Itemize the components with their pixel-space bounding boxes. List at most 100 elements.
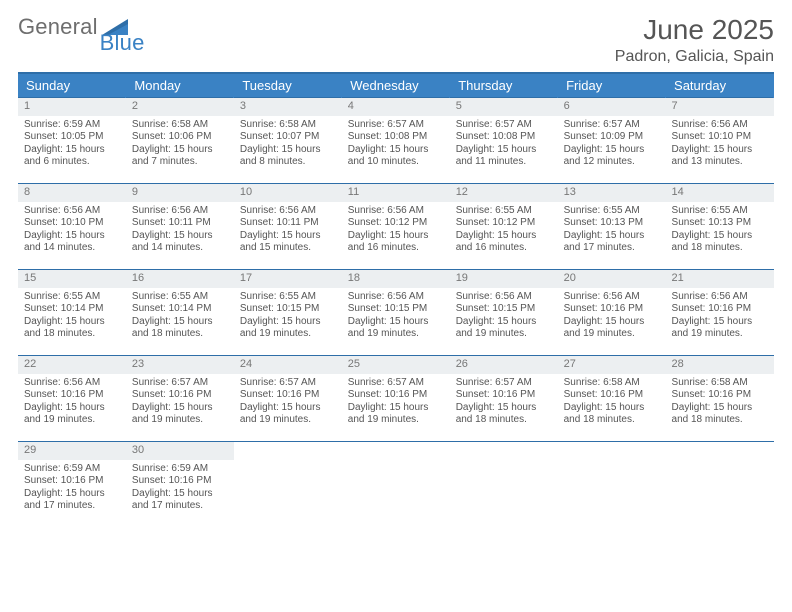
day-cell: 7Sunrise: 6:56 AMSunset: 10:10 PMDayligh… bbox=[666, 98, 774, 184]
daylight-line: Daylight: 15 hours and 18 minutes. bbox=[24, 316, 120, 341]
day-cell: 21Sunrise: 6:56 AMSunset: 10:16 PMDaylig… bbox=[666, 270, 774, 356]
day-number: 16 bbox=[126, 270, 234, 288]
day-cell: 26Sunrise: 6:57 AMSunset: 10:16 PMDaylig… bbox=[450, 356, 558, 442]
day-number: 10 bbox=[234, 184, 342, 202]
sunset-line: Sunset: 10:15 PM bbox=[348, 303, 444, 316]
calendar-table: SundayMondayTuesdayWednesdayThursdayFrid… bbox=[18, 72, 774, 522]
day-cell: 1Sunrise: 6:59 AMSunset: 10:05 PMDayligh… bbox=[18, 98, 126, 184]
dayname-tuesday: Tuesday bbox=[234, 73, 342, 98]
sunset-line: Sunset: 10:14 PM bbox=[24, 303, 120, 316]
header-row: General Blue June 2025 Padron, Galicia, … bbox=[18, 14, 774, 66]
sunrise-line: Sunrise: 6:56 AM bbox=[564, 291, 660, 304]
sunset-line: Sunset: 10:13 PM bbox=[672, 217, 768, 230]
day-cell: 11Sunrise: 6:56 AMSunset: 10:12 PMDaylig… bbox=[342, 184, 450, 270]
sunrise-line: Sunrise: 6:57 AM bbox=[240, 377, 336, 390]
sunrise-line: Sunrise: 6:56 AM bbox=[348, 205, 444, 218]
day-number: 28 bbox=[666, 356, 774, 374]
sunset-line: Sunset: 10:16 PM bbox=[564, 389, 660, 402]
sunrise-line: Sunrise: 6:56 AM bbox=[672, 291, 768, 304]
calendar-page: General Blue June 2025 Padron, Galicia, … bbox=[0, 0, 792, 612]
day-number: 24 bbox=[234, 356, 342, 374]
sunset-line: Sunset: 10:16 PM bbox=[24, 389, 120, 402]
day-cell: 12Sunrise: 6:55 AMSunset: 10:12 PMDaylig… bbox=[450, 184, 558, 270]
week-row: 29Sunrise: 6:59 AMSunset: 10:16 PMDaylig… bbox=[18, 442, 774, 522]
page-title: June 2025 bbox=[615, 14, 774, 46]
sunset-line: Sunset: 10:16 PM bbox=[564, 303, 660, 316]
sunset-line: Sunset: 10:16 PM bbox=[672, 389, 768, 402]
day-number: 12 bbox=[450, 184, 558, 202]
day-number: 15 bbox=[18, 270, 126, 288]
sunset-line: Sunset: 10:05 PM bbox=[24, 131, 120, 144]
dayname-saturday: Saturday bbox=[666, 73, 774, 98]
sunrise-line: Sunrise: 6:58 AM bbox=[240, 119, 336, 132]
day-number: 23 bbox=[126, 356, 234, 374]
daylight-line: Daylight: 15 hours and 19 minutes. bbox=[672, 316, 768, 341]
sunrise-line: Sunrise: 6:57 AM bbox=[564, 119, 660, 132]
daylight-line: Daylight: 15 hours and 11 minutes. bbox=[456, 144, 552, 169]
sunset-line: Sunset: 10:15 PM bbox=[456, 303, 552, 316]
sunrise-line: Sunrise: 6:59 AM bbox=[132, 463, 228, 476]
sunrise-line: Sunrise: 6:57 AM bbox=[456, 119, 552, 132]
day-number: 26 bbox=[450, 356, 558, 374]
daylight-line: Daylight: 15 hours and 19 minutes. bbox=[348, 316, 444, 341]
day-cell: 23Sunrise: 6:57 AMSunset: 10:16 PMDaylig… bbox=[126, 356, 234, 442]
dayname-friday: Friday bbox=[558, 73, 666, 98]
sunrise-line: Sunrise: 6:57 AM bbox=[348, 377, 444, 390]
day-number: 27 bbox=[558, 356, 666, 374]
day-number: 3 bbox=[234, 98, 342, 116]
sunset-line: Sunset: 10:16 PM bbox=[132, 389, 228, 402]
sunrise-line: Sunrise: 6:59 AM bbox=[24, 463, 120, 476]
day-cell: . bbox=[234, 442, 342, 522]
daylight-line: Daylight: 15 hours and 17 minutes. bbox=[24, 488, 120, 513]
sunrise-line: Sunrise: 6:57 AM bbox=[348, 119, 444, 132]
sunrise-line: Sunrise: 6:55 AM bbox=[24, 291, 120, 304]
day-cell: 22Sunrise: 6:56 AMSunset: 10:16 PMDaylig… bbox=[18, 356, 126, 442]
header-text: June 2025 Padron, Galicia, Spain bbox=[615, 14, 774, 66]
day-cell: 28Sunrise: 6:58 AMSunset: 10:16 PMDaylig… bbox=[666, 356, 774, 442]
day-number: 25 bbox=[342, 356, 450, 374]
day-cell: 6Sunrise: 6:57 AMSunset: 10:09 PMDayligh… bbox=[558, 98, 666, 184]
sunrise-line: Sunrise: 6:56 AM bbox=[132, 205, 228, 218]
day-cell: 16Sunrise: 6:55 AMSunset: 10:14 PMDaylig… bbox=[126, 270, 234, 356]
sunrise-line: Sunrise: 6:55 AM bbox=[456, 205, 552, 218]
day-cell: 30Sunrise: 6:59 AMSunset: 10:16 PMDaylig… bbox=[126, 442, 234, 522]
day-number: 5 bbox=[450, 98, 558, 116]
day-cell: . bbox=[666, 442, 774, 522]
week-row: 1Sunrise: 6:59 AMSunset: 10:05 PMDayligh… bbox=[18, 98, 774, 184]
sunset-line: Sunset: 10:10 PM bbox=[672, 131, 768, 144]
sunset-line: Sunset: 10:13 PM bbox=[564, 217, 660, 230]
brand-word-blue: Blue bbox=[100, 30, 145, 56]
dayname-thursday: Thursday bbox=[450, 73, 558, 98]
daylight-line: Daylight: 15 hours and 19 minutes. bbox=[240, 316, 336, 341]
day-number: 22 bbox=[18, 356, 126, 374]
daylight-line: Daylight: 15 hours and 15 minutes. bbox=[240, 230, 336, 255]
daylight-line: Daylight: 15 hours and 19 minutes. bbox=[456, 316, 552, 341]
daylight-line: Daylight: 15 hours and 12 minutes. bbox=[564, 144, 660, 169]
day-number: 20 bbox=[558, 270, 666, 288]
day-number: 7 bbox=[666, 98, 774, 116]
daylight-line: Daylight: 15 hours and 10 minutes. bbox=[348, 144, 444, 169]
dayname-wednesday: Wednesday bbox=[342, 73, 450, 98]
day-number: 11 bbox=[342, 184, 450, 202]
daylight-line: Daylight: 15 hours and 19 minutes. bbox=[348, 402, 444, 427]
day-number: 14 bbox=[666, 184, 774, 202]
day-number: 17 bbox=[234, 270, 342, 288]
daylight-line: Daylight: 15 hours and 19 minutes. bbox=[240, 402, 336, 427]
day-cell: 14Sunrise: 6:55 AMSunset: 10:13 PMDaylig… bbox=[666, 184, 774, 270]
brand-word-general: General bbox=[18, 14, 98, 40]
sunrise-line: Sunrise: 6:57 AM bbox=[132, 377, 228, 390]
sunset-line: Sunset: 10:16 PM bbox=[132, 475, 228, 488]
daylight-line: Daylight: 15 hours and 19 minutes. bbox=[24, 402, 120, 427]
day-cell: 25Sunrise: 6:57 AMSunset: 10:16 PMDaylig… bbox=[342, 356, 450, 442]
day-number: 30 bbox=[126, 442, 234, 460]
daylight-line: Daylight: 15 hours and 6 minutes. bbox=[24, 144, 120, 169]
sunrise-line: Sunrise: 6:56 AM bbox=[456, 291, 552, 304]
day-number: 21 bbox=[666, 270, 774, 288]
daylight-line: Daylight: 15 hours and 16 minutes. bbox=[456, 230, 552, 255]
sunrise-line: Sunrise: 6:55 AM bbox=[672, 205, 768, 218]
day-cell: 9Sunrise: 6:56 AMSunset: 10:11 PMDayligh… bbox=[126, 184, 234, 270]
day-number: 4 bbox=[342, 98, 450, 116]
sunset-line: Sunset: 10:14 PM bbox=[132, 303, 228, 316]
sunrise-line: Sunrise: 6:56 AM bbox=[240, 205, 336, 218]
day-number: 6 bbox=[558, 98, 666, 116]
